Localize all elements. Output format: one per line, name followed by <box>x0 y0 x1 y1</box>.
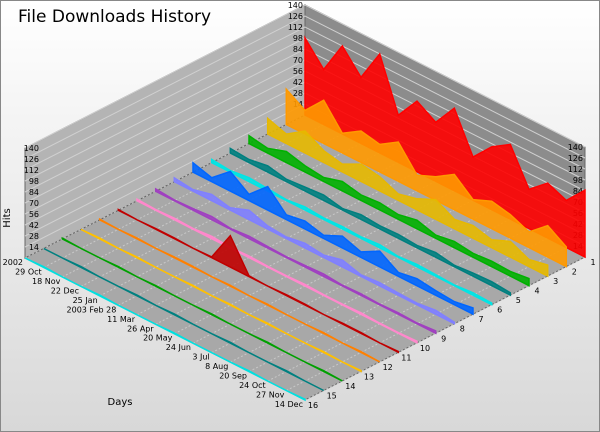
floor-grid-line <box>286 247 567 391</box>
series-label: 2 <box>572 268 577 277</box>
x-tick-label: 20 Sep <box>219 372 247 381</box>
floor-grid-line <box>155 180 436 325</box>
series-area <box>248 134 530 287</box>
series-area <box>229 147 512 297</box>
series-area <box>117 208 400 354</box>
series-label: 3 <box>553 277 558 286</box>
y-tick-label: 28 <box>293 89 303 98</box>
floor-grid-line <box>230 218 511 363</box>
x-tick-label: 11 Mar <box>107 315 136 324</box>
grid-line <box>24 4 586 149</box>
y-tick-label: 112 <box>568 165 583 174</box>
series-label: 4 <box>534 287 539 296</box>
series-label: 11 <box>401 353 411 362</box>
x-tick-label: 25 Jan <box>73 296 98 305</box>
series-area <box>173 176 456 325</box>
y-tick-label: 70 <box>29 199 39 208</box>
x-tick-label: 8 Aug <box>205 362 228 371</box>
y-tick-label: 70 <box>293 56 303 65</box>
series-label: 6 <box>497 306 502 315</box>
y-tick-label: 42 <box>293 78 303 87</box>
y-tick-label: 126 <box>568 154 583 163</box>
y-tick-label: 56 <box>293 67 303 76</box>
x-tick-label: 24 Oct <box>239 381 266 390</box>
x-axis-label: Days <box>108 397 133 408</box>
series-area <box>154 187 437 335</box>
x-tick-label: 18 Nov <box>32 277 61 286</box>
x-tick-label: 14 Dec <box>275 400 303 409</box>
y-tick-label: 98 <box>293 34 303 43</box>
series-area <box>98 217 381 363</box>
chart-title: File Downloads History <box>18 7 211 27</box>
series-label: 9 <box>441 334 446 343</box>
y-axis-label: Hits <box>2 208 13 227</box>
series-area <box>192 161 474 316</box>
series-area <box>24 257 306 402</box>
grid-line <box>24 26 586 171</box>
y-tick-label: 84 <box>293 45 303 54</box>
x-tick-label: 11 Sep 2002 <box>0 258 23 267</box>
series-label: 8 <box>460 325 465 334</box>
floor-grid-line <box>136 171 418 316</box>
floor-grid-line <box>174 190 455 335</box>
x-tick-label: 3 Jul <box>192 353 209 362</box>
series-label: 1 <box>590 258 595 267</box>
series-label: 16 <box>308 401 318 410</box>
floor-grid-line <box>80 142 362 287</box>
y-tick-label: 126 <box>24 155 39 164</box>
plot: 1414142828284242425656567070708484849898… <box>0 1 596 410</box>
y-tick-label: 140 <box>24 144 39 153</box>
series-area <box>266 116 549 278</box>
y-tick-label: 84 <box>573 187 583 196</box>
series-label: 7 <box>478 315 483 324</box>
x-tick-label: 26 Apr <box>127 324 154 333</box>
series-area <box>304 35 586 259</box>
series-label: 5 <box>516 296 521 305</box>
series-area <box>210 158 493 306</box>
series-area <box>285 87 568 268</box>
y-tick-label: 112 <box>288 23 303 32</box>
floor-grid-line <box>43 124 324 268</box>
y-tick-label: 56 <box>29 210 39 219</box>
series-label: 13 <box>364 372 374 381</box>
x-tick-label: 20 May <box>143 334 173 343</box>
series-area <box>43 247 325 392</box>
x-tick-label: 27 Nov <box>256 391 285 400</box>
y-tick-label: 140 <box>288 1 303 10</box>
y-tick-label: 98 <box>29 177 39 186</box>
floor-grid-line <box>211 209 492 354</box>
y-tick-label: 84 <box>29 188 39 197</box>
series-area <box>61 236 343 382</box>
x-tick-label: 24 Jun <box>166 343 191 352</box>
floor-grid-line <box>192 199 474 344</box>
floor-grid-line <box>267 237 548 382</box>
floor-grid-line <box>24 114 306 259</box>
y-tick-label: 42 <box>29 221 39 230</box>
y-tick-label: 14 <box>29 243 39 252</box>
y-tick-label: 126 <box>288 12 303 21</box>
floor-grid-line <box>99 152 380 297</box>
y-tick-label: 112 <box>24 166 39 175</box>
y-tick-label: 140 <box>568 143 583 152</box>
series-area <box>136 197 418 345</box>
y-tick-label: 28 <box>29 232 39 241</box>
series-label: 14 <box>345 382 355 391</box>
floor-grid-line <box>248 228 530 373</box>
series-area <box>80 228 362 373</box>
x-tick-label: 22 Dec <box>51 286 79 295</box>
series-label: 15 <box>327 391 337 400</box>
grid-line <box>24 15 586 160</box>
floor-grid-line <box>62 133 343 278</box>
series-label: 12 <box>383 363 393 372</box>
x-tick-label: 29 Oct <box>15 267 42 276</box>
floor-grid-line <box>304 256 586 401</box>
series-label: 10 <box>420 344 430 353</box>
y-tick-label: 98 <box>573 176 583 185</box>
x-tick-label: 2003 Feb 28 <box>67 305 117 314</box>
floor-grid-line <box>118 161 399 306</box>
